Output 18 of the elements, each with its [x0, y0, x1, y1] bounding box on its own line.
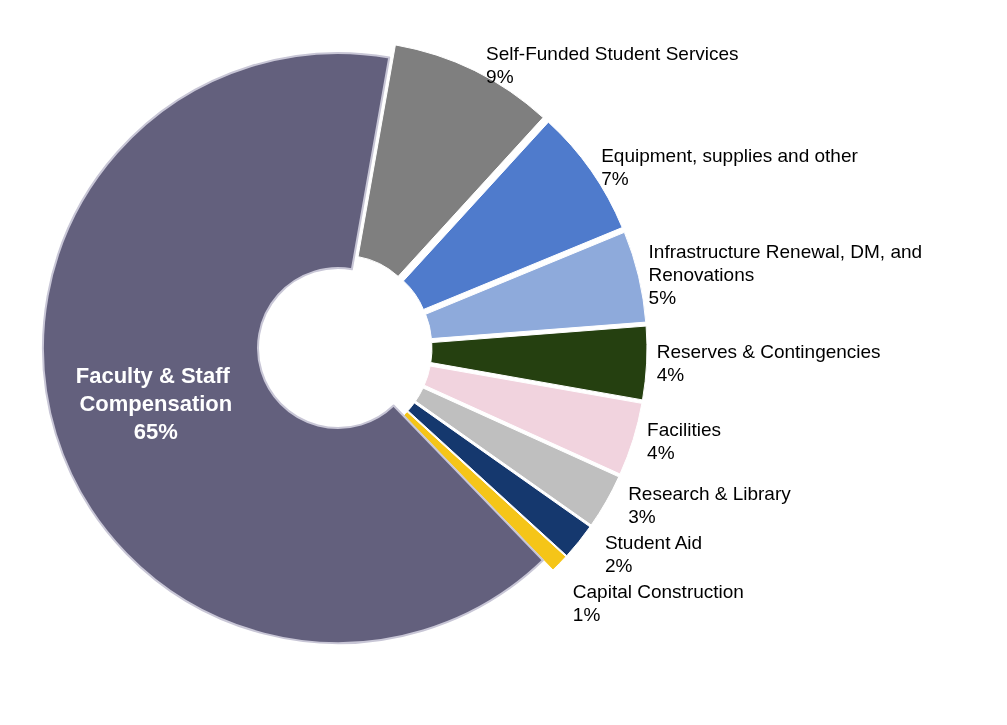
data-label: 7% [601, 168, 629, 190]
data-label: 4% [647, 442, 675, 464]
slice-label: Equipment, supplies and other [601, 145, 859, 167]
slice-label: Self-Funded Student Services [486, 43, 739, 65]
slice-label: Faculty & Staff Compensation [75, 363, 236, 417]
slice-label: Reserves & Contingencies [656, 341, 881, 363]
data-label: 3% [628, 505, 656, 527]
slice-label: Capital Construction [572, 581, 744, 603]
data-label: 9% [486, 66, 514, 88]
data-label: 65% [133, 419, 178, 445]
data-label: 4% [656, 364, 685, 386]
data-label: 2% [604, 555, 633, 577]
slice-label: Research & Library [628, 482, 792, 504]
slice-label: Facilities [647, 419, 722, 441]
data-label: 1% [572, 604, 601, 626]
slice-label: Student Aid [604, 532, 703, 554]
data-label: 5% [648, 287, 677, 309]
slice-label: Infrastructure Renewal, DM, and Renovations [648, 241, 928, 286]
